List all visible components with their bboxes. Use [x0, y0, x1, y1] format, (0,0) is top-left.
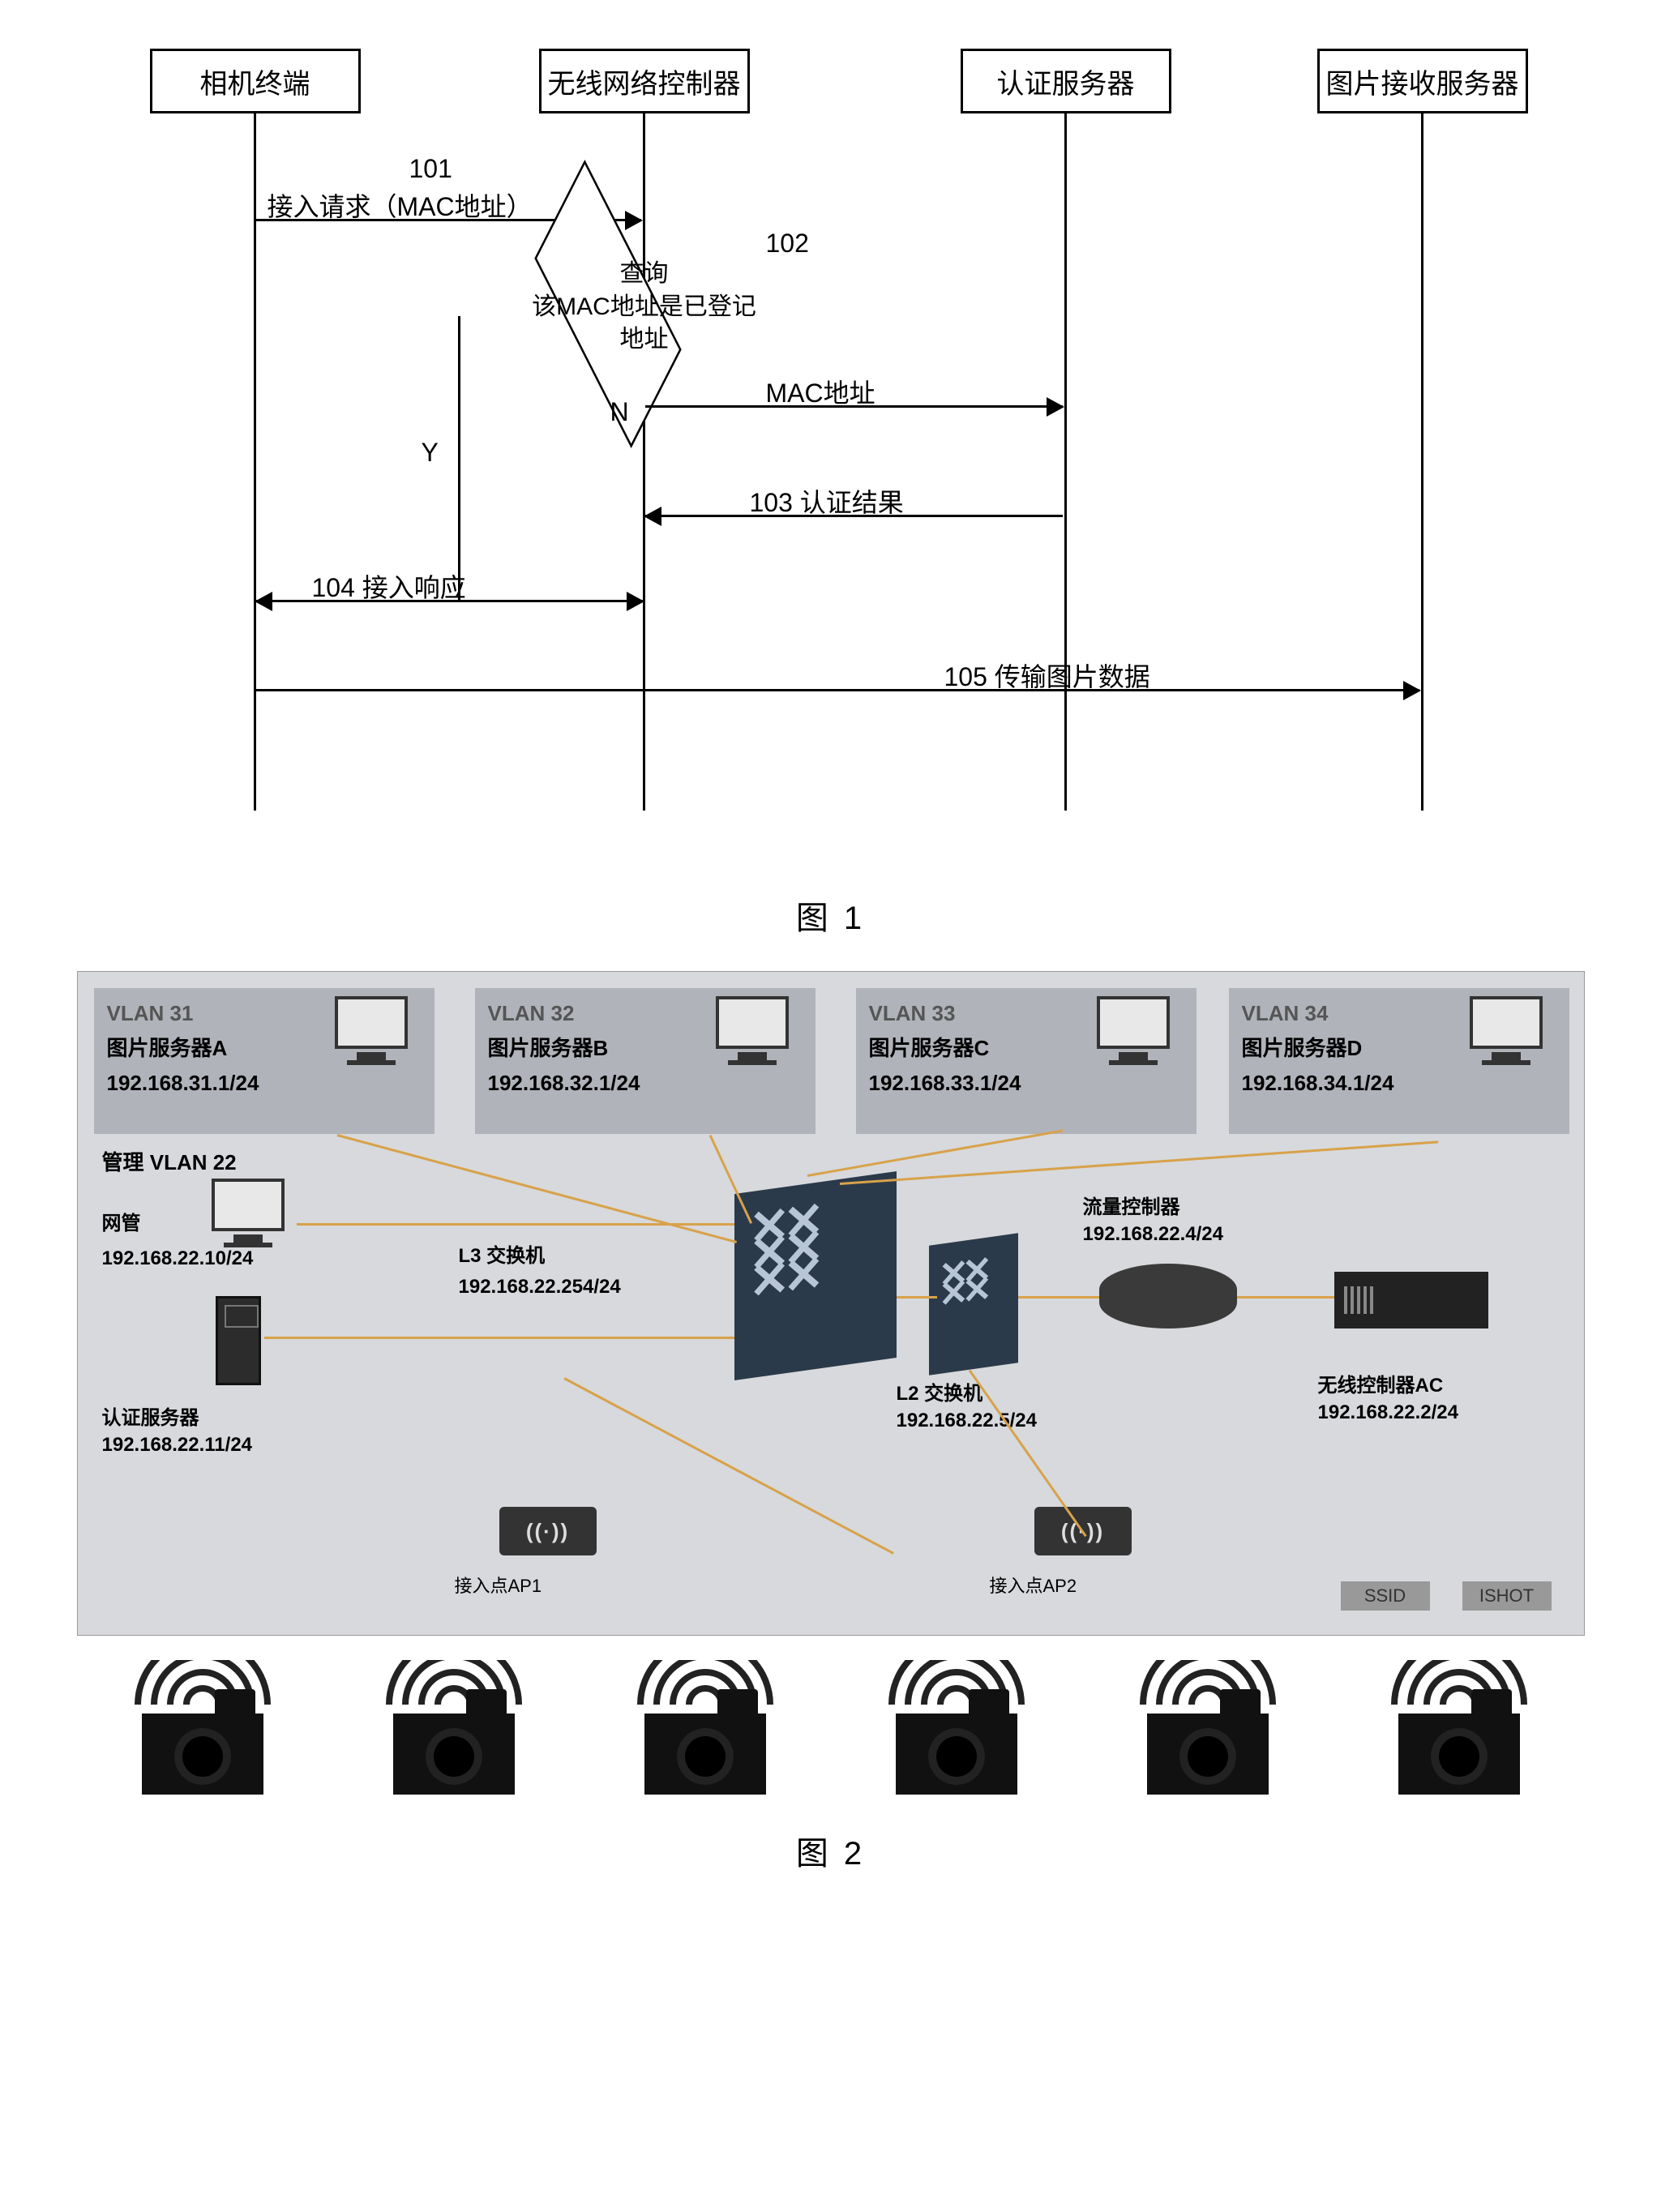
actor-picrcv: 图片接收服务器 [1317, 49, 1528, 113]
decision-text: 查询 该MAC地址是已登记 地址 [474, 258, 815, 357]
ap2-label: 接入点AP2 [990, 1572, 1077, 1598]
vlan-33: VLAN 33 图片服务器C 192.168.33.1/24 [856, 988, 1197, 1134]
sequence-diagram: 相机终端 无线网络控制器 认证服务器 图片接收服务器 101 接入请求（MAC地… [101, 32, 1560, 843]
network-topology: VLAN 31 图片服务器A 192.168.31.1/24 VLAN 32 图… [77, 971, 1585, 1636]
net-line [264, 1337, 734, 1339]
figure-2-caption: 图 2 [77, 1827, 1585, 1874]
switch-arrows-icon: ✕✕✕✕✕✕ [749, 1206, 818, 1296]
arrow [645, 515, 1063, 517]
net-line [1018, 1296, 1099, 1299]
auth-label: 认证服务器 [102, 1401, 199, 1430]
branch-y-label: Y [422, 438, 439, 468]
camera-icon [884, 1660, 1030, 1795]
figure-1-caption: 图 1 [65, 892, 1596, 939]
vlan-31: VLAN 31 图片服务器A 192.168.31.1/24 [94, 988, 435, 1134]
ac-ip: 192.168.22.2/24 [1318, 1401, 1459, 1424]
lifeline [643, 113, 645, 811]
ac-label: 无线控制器AC [1318, 1369, 1444, 1397]
server-icon [1458, 996, 1555, 1085]
arrow [256, 600, 458, 602]
arrow [645, 405, 1063, 408]
net-line [1237, 1296, 1334, 1299]
join-line [458, 600, 643, 602]
step-num: 101 [409, 154, 452, 184]
vlan-34: VLAN 34 图片服务器D 192.168.34.1/24 [1229, 988, 1569, 1134]
netmgr-ip: 192.168.22.10/24 [102, 1247, 254, 1270]
ap1-icon: ((·)) [499, 1507, 597, 1555]
camera-icon [130, 1660, 276, 1795]
l2-ip: 192.168.22.5/24 [897, 1410, 1038, 1432]
auth-ip: 192.168.22.11/24 [102, 1434, 253, 1457]
actor-auth: 认证服务器 [961, 49, 1171, 113]
l3-label: L3 交换机 [459, 1239, 546, 1268]
lifeline [254, 113, 256, 811]
net-line [839, 1140, 1437, 1185]
camera-icon [1135, 1660, 1281, 1795]
actor-wlc: 无线网络控制器 [539, 49, 750, 113]
lifeline [1064, 113, 1067, 811]
l2-label: L2 交换机 [897, 1377, 983, 1405]
vlan-32: VLAN 32 图片服务器B 192.168.32.1/24 [475, 988, 816, 1134]
camera-icon [1386, 1660, 1532, 1795]
camera-row [77, 1660, 1585, 1795]
step-num: 102 [766, 229, 809, 259]
server-icon [1085, 996, 1182, 1085]
server-icon [704, 996, 801, 1085]
ssid-tag: SSID [1341, 1581, 1430, 1611]
netmgr-label: 网管 [102, 1207, 141, 1235]
l3-ip: 192.168.22.254/24 [459, 1276, 621, 1299]
arrow [256, 689, 1419, 691]
net-line [968, 1370, 1086, 1538]
auth-server-icon [216, 1296, 261, 1385]
net-line [708, 1135, 751, 1224]
switch-arrows-icon: ✕✕✕✕ [939, 1260, 986, 1306]
flow-label: 流量控制器 [1083, 1191, 1180, 1219]
lifeline [1421, 113, 1423, 811]
branch-y [458, 316, 460, 600]
ap1-label: 接入点AP1 [455, 1572, 542, 1598]
ishot-tag: ISHOT [1462, 1581, 1552, 1611]
camera-icon [632, 1660, 778, 1795]
net-line [563, 1377, 894, 1555]
flow-ip: 192.168.22.4/24 [1083, 1223, 1224, 1246]
net-line [897, 1296, 937, 1299]
net-line [336, 1134, 736, 1243]
camera-icon [381, 1660, 527, 1795]
server-icon [323, 996, 420, 1085]
flow-controller-icon [1099, 1264, 1237, 1328]
wireless-ac-icon [1334, 1272, 1488, 1328]
branch-n-label: N [610, 397, 629, 427]
actor-camera: 相机终端 [150, 49, 361, 113]
mgmt-vlan-label: 管理 VLAN 22 [102, 1146, 237, 1176]
